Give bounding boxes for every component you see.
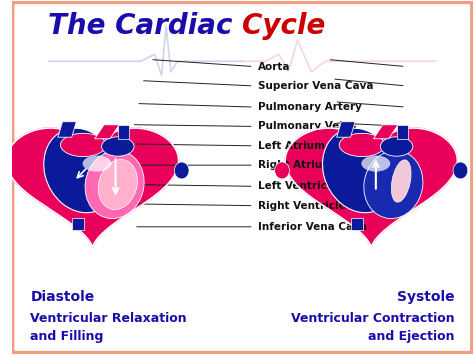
Polygon shape — [95, 125, 119, 139]
Ellipse shape — [44, 128, 118, 213]
Ellipse shape — [61, 133, 106, 157]
Text: and Ejection: and Ejection — [368, 330, 454, 343]
Text: and Filling: and Filling — [30, 330, 104, 343]
Ellipse shape — [83, 156, 111, 171]
Polygon shape — [285, 128, 457, 248]
Polygon shape — [397, 125, 408, 139]
Text: Ventricular Contraction: Ventricular Contraction — [291, 312, 454, 326]
Text: Cycle: Cycle — [242, 12, 326, 40]
Text: Pulmonary Artery: Pulmonary Artery — [258, 102, 362, 112]
Polygon shape — [374, 125, 398, 139]
Text: Right Atrium: Right Atrium — [258, 160, 334, 170]
Ellipse shape — [274, 162, 290, 179]
Ellipse shape — [380, 137, 413, 156]
Polygon shape — [72, 218, 84, 230]
Ellipse shape — [322, 128, 397, 213]
Polygon shape — [118, 125, 129, 139]
FancyBboxPatch shape — [11, 1, 474, 354]
Ellipse shape — [362, 156, 390, 171]
Text: Superior Vena Cava: Superior Vena Cava — [258, 81, 374, 91]
Ellipse shape — [174, 162, 189, 179]
Text: Systole: Systole — [397, 290, 454, 304]
Text: Left Atrium: Left Atrium — [258, 141, 325, 151]
Ellipse shape — [453, 162, 468, 179]
Ellipse shape — [101, 137, 134, 156]
Ellipse shape — [392, 160, 411, 202]
Ellipse shape — [0, 162, 10, 179]
Polygon shape — [58, 122, 76, 137]
Text: Right Ventricle: Right Ventricle — [258, 201, 346, 211]
Text: Pulmonary Veins: Pulmonary Veins — [258, 121, 357, 131]
Text: The Cardiac: The Cardiac — [48, 12, 242, 40]
Ellipse shape — [98, 159, 137, 209]
Ellipse shape — [85, 151, 144, 219]
Text: Aorta: Aorta — [258, 61, 291, 72]
Text: Left Ventricle: Left Ventricle — [258, 181, 338, 191]
Ellipse shape — [364, 151, 423, 219]
Text: Diastole: Diastole — [30, 290, 94, 304]
Text: Inferior Vena Cava: Inferior Vena Cava — [258, 222, 367, 232]
Polygon shape — [350, 218, 363, 230]
Ellipse shape — [339, 133, 385, 157]
Polygon shape — [337, 122, 355, 137]
Polygon shape — [6, 128, 179, 248]
Text: Ventricular Relaxation: Ventricular Relaxation — [30, 312, 187, 326]
